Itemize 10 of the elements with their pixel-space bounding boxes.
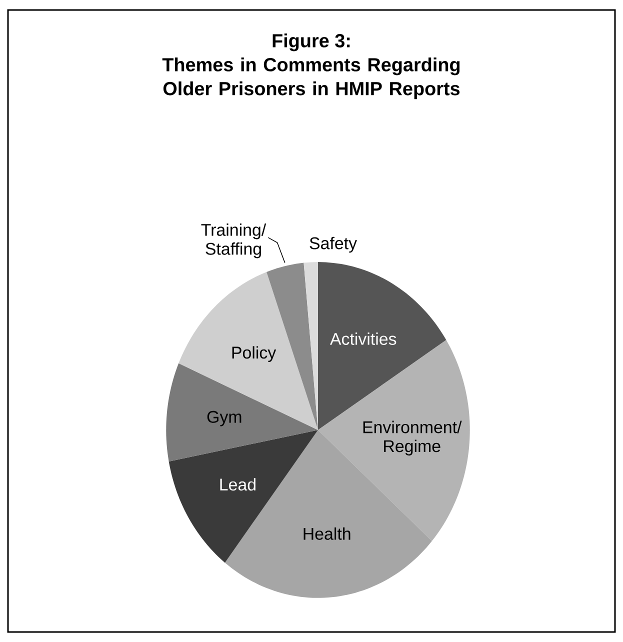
slice-label: Activities [330, 332, 396, 345]
slice-label: Gym [207, 410, 242, 426]
slice-label: Policy [232, 346, 276, 362]
chart-subtitle: Themes in Comments Regarding Older Prisoners in HMIP Reports [162, 58, 460, 100]
slice-label: Lead [220, 478, 256, 491]
slice-label: Safety [310, 236, 357, 253]
slice-label: Environment/ Regime [363, 420, 462, 456]
slice-label: Training/ Staffing [201, 223, 266, 258]
slice-label: Health [304, 527, 350, 540]
chart-title: Figure 3: [272, 34, 350, 52]
